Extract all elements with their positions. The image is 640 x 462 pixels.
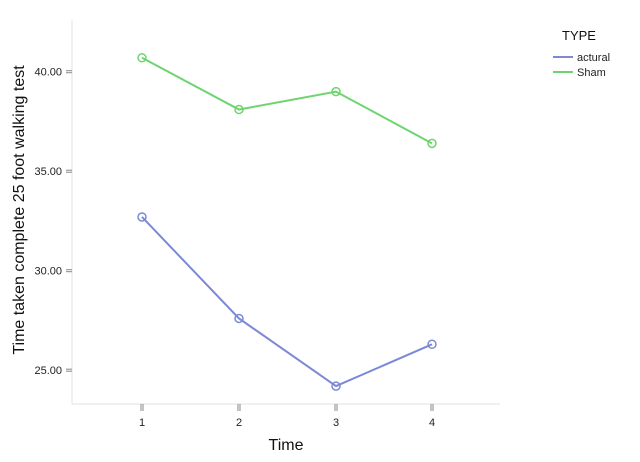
series-layer [137, 53, 437, 391]
data-point-actural [234, 313, 244, 324]
data-point-actural [137, 212, 147, 222]
legend-label-actural: actural [577, 52, 610, 64]
x-tick-label: 3 [333, 417, 339, 429]
x-tick-label: 1 [139, 417, 145, 429]
data-point-sham [331, 86, 341, 97]
x-tick-label: 4 [429, 417, 435, 429]
legend-label-sham: Sham [577, 67, 606, 79]
data-point-sham [234, 104, 244, 115]
y-tick-label: 40.00 [34, 67, 62, 79]
legend: TYPE actural Sham [553, 28, 610, 79]
y-tick-label: 30.00 [34, 266, 62, 278]
x-ticks: 1 2 3 4 [139, 404, 435, 429]
data-point-actural [331, 381, 341, 391]
y-axis-title: Time taken complete 25 foot walking test [11, 65, 28, 355]
legend-items: actural Sham [553, 52, 610, 79]
data-point-sham [137, 53, 147, 63]
y-tick-label: 35.00 [34, 166, 62, 178]
y-tick-label: 25.00 [34, 365, 62, 377]
data-point-actural [427, 339, 437, 350]
legend-title: TYPE [562, 28, 596, 43]
data-point-sham [427, 138, 437, 149]
x-tick-label: 2 [236, 417, 242, 429]
series-line-sham [141, 56, 433, 145]
y-ticks: 25.00 30.00 35.00 40.00 [34, 67, 72, 377]
series-line-actural [141, 216, 433, 388]
x-axis-title: Time [269, 437, 304, 454]
